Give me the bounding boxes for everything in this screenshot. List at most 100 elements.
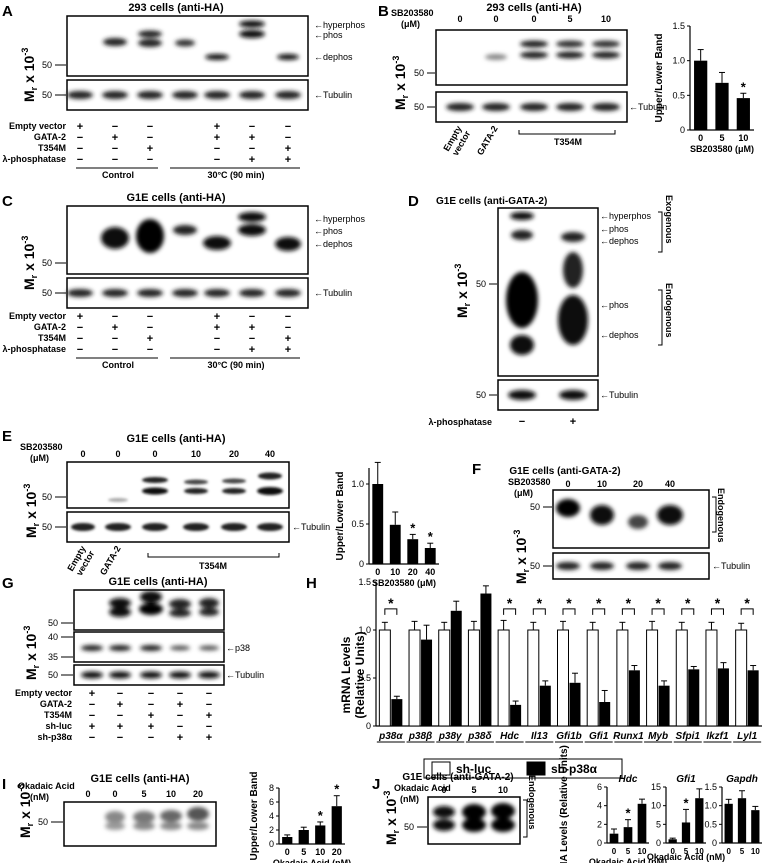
group-label: Endogenous (716, 488, 726, 543)
sign: − (206, 688, 212, 700)
dose-label: 20 (633, 479, 643, 489)
sign: − (148, 688, 154, 700)
sign: + (285, 333, 291, 345)
sign: − (214, 154, 220, 166)
x-axis-label: Okadaic Acid (nM) (589, 857, 667, 863)
y-axis-label: Mr x 10-3 (20, 236, 39, 290)
group-label: T354M (199, 561, 227, 571)
sign: + (147, 143, 153, 155)
bar (389, 524, 401, 564)
sign: + (112, 322, 118, 334)
dose-label: 5 (471, 785, 476, 795)
sb-unit: (μM) (30, 453, 49, 463)
sign: + (214, 121, 220, 133)
svg-text:Endogenous: Endogenous (664, 283, 674, 338)
tubulin-label: ←Tubulin (292, 522, 330, 532)
bar-sh-p38 (539, 685, 551, 726)
blot-title: G1E cells (anti-HA) (108, 576, 207, 588)
significance-star: * (537, 595, 543, 611)
dose-label: 20 (193, 789, 203, 799)
sign: + (249, 132, 255, 144)
x-tick-label: 10 (390, 567, 400, 577)
x-tick-label: 5 (301, 847, 306, 857)
sb-label: SB203580 (20, 442, 63, 452)
svg-text:Mr x 10-3: Mr x 10-3 (391, 56, 410, 110)
sign: − (249, 311, 255, 323)
bar-sh-luc (557, 629, 569, 727)
significance-bracket (740, 608, 754, 615)
band-label: ←phos (600, 300, 629, 310)
bar-sh-luc (497, 629, 510, 727)
bar (298, 830, 309, 844)
sign: − (519, 416, 525, 428)
bar-sh-p38 (688, 669, 700, 726)
sign: − (285, 121, 291, 133)
sign: − (249, 333, 255, 345)
sign: − (89, 710, 95, 722)
x-tick-label: p38γ (438, 731, 463, 742)
bar (694, 60, 708, 130)
sign: − (214, 143, 220, 155)
mw-marker: 40 (48, 632, 58, 642)
group-label: Endogenous (664, 283, 674, 338)
bar (681, 822, 691, 843)
legend-label: sh-luc (456, 762, 492, 776)
significance-bracket (532, 608, 546, 615)
band-label: ←p38 (226, 643, 250, 653)
significance-bracket (621, 608, 635, 615)
band-label: ←phos (314, 30, 343, 40)
panel-f: F G1E cells (anti-GATA-2) SB203580 (μM) … (472, 461, 750, 584)
dose-label: 20 (229, 449, 239, 459)
mw-marker: 50 (414, 102, 424, 112)
row-label: λ-phosphatase (2, 154, 66, 164)
bar (695, 798, 704, 843)
panel-letter: B (378, 3, 389, 20)
panel-b: B 293 cells (anti-HA) SB203580 (μM) 0 0 0 5… (378, 2, 754, 157)
blot-title: 293 cells (anti-HA) (486, 2, 582, 14)
panel-letter: C (2, 193, 13, 210)
x-tick-label: Myb (648, 731, 668, 742)
bar-sh-luc (705, 629, 718, 727)
dose-label: 0 (152, 449, 157, 459)
bar-charts-j: 0 2 4 6 0 * 5 10 Hdc Okadaic Acid (nM) mRNA Levels… (559, 745, 762, 863)
sign: − (77, 154, 83, 166)
x-tick-label: Gfi1 (589, 731, 609, 742)
x-tick-label: 0 (698, 133, 703, 143)
x-axis-label: SB203580 (μM) (690, 144, 754, 154)
sign: + (148, 721, 154, 733)
y-axis-label: mRNA Levels (Relative Units) (559, 745, 570, 863)
group-label: Exogenous (664, 195, 674, 244)
blot-bands (446, 40, 620, 111)
panel-letter: F (472, 461, 481, 478)
x-tick-label: Sfpi1 (676, 731, 701, 742)
y-axis-label: Mr x 10-3 (512, 530, 531, 584)
legend-box (423, 758, 623, 779)
dose-label: 10 (597, 479, 607, 489)
sign: − (112, 154, 118, 166)
y-tick-label: 2 (269, 825, 274, 835)
y-axis-label: Mr x 10-3 (453, 264, 472, 318)
svg-text:Mr x 10-3: Mr x 10-3 (22, 626, 41, 680)
significance-star: * (410, 520, 416, 535)
svg-text:Mr x 10-3: Mr x 10-3 (453, 264, 472, 318)
x-tick-label: 40 (425, 567, 435, 577)
y-tick-label: 1.0 (351, 479, 364, 489)
row-label: λ-phosphatase (2, 344, 66, 354)
x-tick-label: 10 (751, 847, 760, 856)
sign: − (147, 311, 153, 323)
sign: + (89, 721, 95, 733)
sign: + (112, 132, 118, 144)
sign: + (147, 333, 153, 345)
y-tick-label: 1.5 (358, 577, 371, 587)
svg-text:mRNA Levels(Relative Units): mRNA Levels(Relative Units) (339, 631, 367, 718)
sign: + (148, 710, 154, 722)
mw-marker: 50 (42, 288, 52, 298)
sign: − (147, 344, 153, 356)
y-tick-label: 6 (597, 782, 602, 792)
x-tick-label: 20 (408, 567, 418, 577)
sign: + (285, 143, 291, 155)
bar (736, 98, 750, 130)
sign: + (177, 732, 183, 744)
y-tick-label: 8 (269, 783, 274, 793)
tubulin-label: ←Tubulin (712, 561, 750, 571)
